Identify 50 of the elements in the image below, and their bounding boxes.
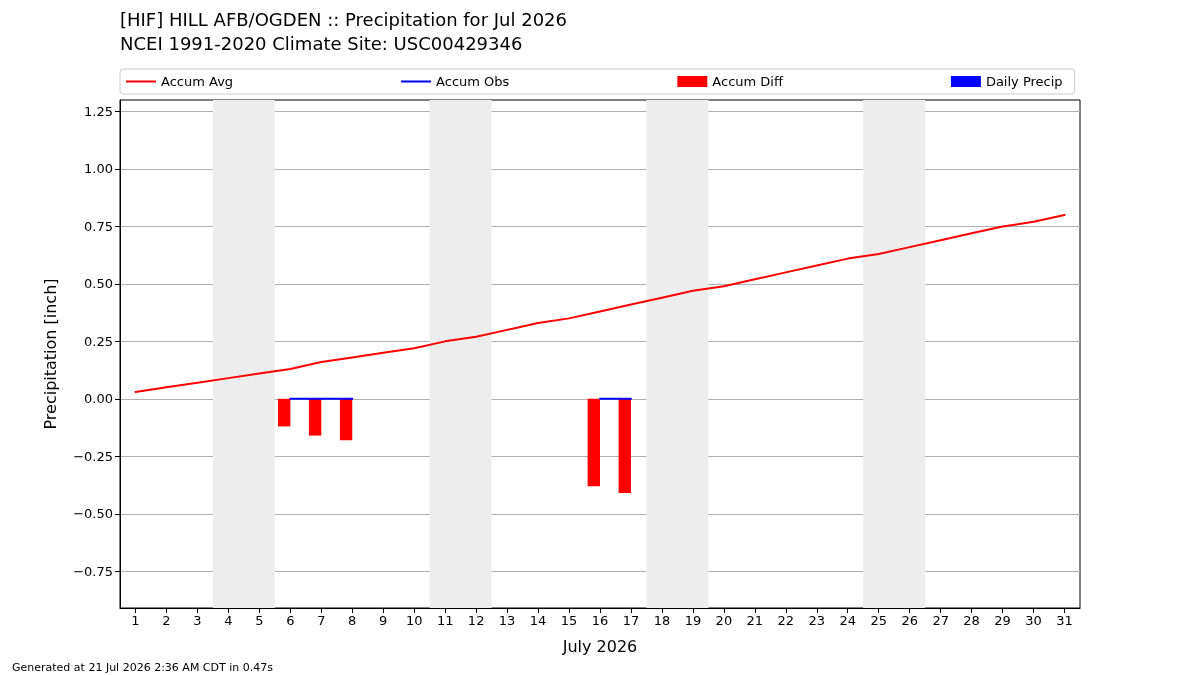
y-tick-label: 1.25	[84, 103, 113, 119]
x-tick-label: 18	[653, 613, 671, 628]
x-tick-label: 29	[994, 613, 1011, 628]
x-tick-label: 21	[746, 613, 764, 628]
x-tick-label: 5	[255, 613, 264, 628]
legend-label: Accum Obs	[436, 74, 510, 89]
x-tick-label: 13	[498, 613, 516, 628]
legend-label: Daily Precip	[985, 74, 1063, 89]
x-tick-label: 2	[162, 613, 171, 628]
y-tick-label: 1.00	[84, 161, 113, 177]
y-tick-label: −0.50	[73, 506, 113, 522]
x-tick-label: 16	[591, 613, 609, 628]
x-tick-label: 30	[1025, 613, 1042, 628]
x-tick-label: 1	[131, 613, 140, 628]
x-tick-label: 19	[684, 613, 702, 628]
x-tick-label: 15	[560, 613, 578, 628]
x-tick-label: 8	[348, 613, 357, 628]
y-tick-label: 0.00	[84, 391, 113, 407]
x-tick-label: 26	[901, 613, 918, 628]
x-tick-label: 17	[622, 613, 640, 628]
y-axis-title: Precipitation [inch]	[40, 278, 60, 430]
y-tick-label: −0.25	[73, 448, 113, 464]
x-tick-label: 20	[715, 613, 733, 628]
x-tick-label: 14	[529, 613, 547, 628]
chart-subtitle: NCEI 1991-2020 Climate Site: USC00429346	[120, 32, 523, 54]
y-tick-label: 0.50	[84, 276, 113, 292]
x-tick-label: 11	[436, 613, 454, 628]
x-tick-label: 27	[932, 613, 949, 628]
x-tick-label: 23	[808, 613, 826, 628]
text: Generated at 21 Jul 2026 2:36 AM CDT in 0.47s	[12, 661, 274, 674]
legend-label: Accum Avg	[161, 74, 234, 89]
x-tick-label: 9	[379, 613, 388, 628]
x-tick-label: 24	[839, 613, 857, 628]
x-tick-label: 22	[777, 613, 795, 628]
x-tick-label: 4	[224, 613, 233, 628]
x-tick-label: 31	[1056, 613, 1073, 628]
x-axis-title: July 2026	[561, 636, 638, 656]
x-tick-label: 3	[193, 613, 202, 628]
x-tick-label: 25	[870, 613, 887, 628]
line-series	[134, 213, 1066, 393]
y-tick-label: 0.25	[84, 333, 113, 349]
x-tick-label: 10	[405, 613, 423, 628]
x-tick-label: 12	[467, 613, 485, 628]
legend-label: Accum Diff	[712, 74, 784, 89]
x-tick-label: 6	[286, 613, 295, 628]
y-tick-label: −0.75	[73, 563, 113, 579]
x-tick-label: 28	[963, 613, 980, 628]
chart-title: [HIF] HILL AFB/OGDEN :: Precipitation for Jul 2026	[120, 8, 568, 30]
y-tick-label: 0.75	[84, 218, 113, 234]
x-tick-label: 7	[317, 613, 326, 628]
